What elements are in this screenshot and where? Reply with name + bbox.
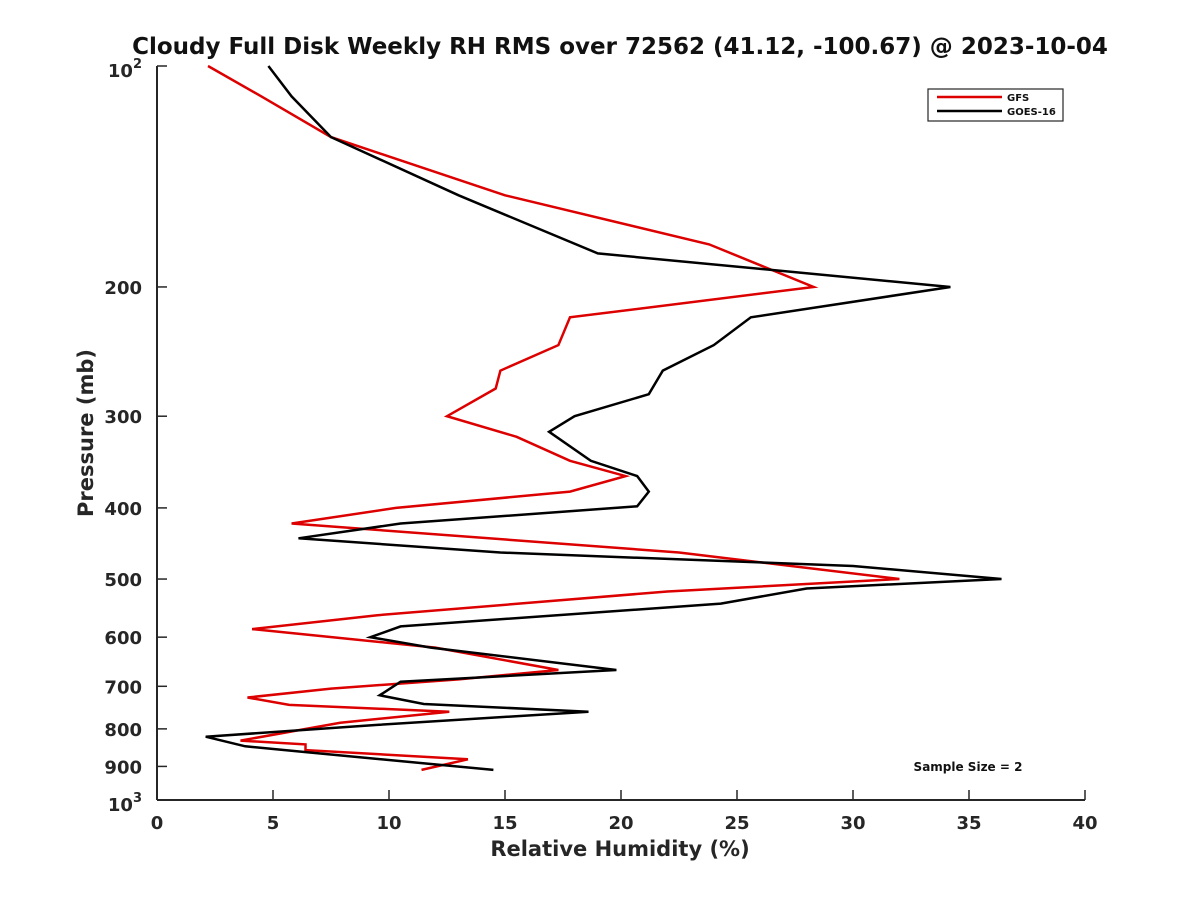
y-tick-label: 102	[108, 57, 142, 82]
y-tick-label: 300	[104, 407, 142, 428]
y-tick-label: 900	[104, 757, 142, 778]
chart-title: Cloudy Full Disk Weekly RH RMS over 7256…	[132, 34, 1108, 60]
legend-label-goes16: GOES-16	[1007, 107, 1056, 118]
x-tick-label: 15	[492, 813, 517, 834]
series-line-gfs	[207, 64, 900, 772]
x-tick-label: 0	[151, 813, 164, 834]
x-tick-label: 20	[608, 813, 633, 834]
legend-box	[927, 88, 1064, 122]
y-tick-label: 400	[104, 499, 142, 520]
x-tick-label: 35	[956, 813, 981, 834]
y-tick-label: 103	[108, 791, 142, 816]
sample-size-annotation: Sample Size = 2	[914, 760, 1023, 774]
y-axis-label: Pressure (mb)	[74, 349, 98, 517]
y-tick-label: 600	[104, 628, 142, 649]
x-axis-label: Relative Humidity (%)	[490, 837, 749, 861]
legend: GFS GOES-16	[927, 88, 1064, 122]
series-layer	[205, 64, 1002, 772]
x-tick-label: 30	[840, 813, 865, 834]
x-tick-label: 10	[376, 813, 401, 834]
x-tick-label: 40	[1072, 813, 1097, 834]
y-tick-label: 700	[104, 677, 142, 698]
axes: 0 5 10 15 20 25 30 35 40 102 200 300 400 500 600 700 800…	[104, 57, 1097, 834]
y-tick-label: 500	[104, 570, 142, 591]
x-tick-label: 5	[267, 813, 280, 834]
x-tick-label: 25	[724, 813, 749, 834]
y-tick-label: 200	[104, 278, 142, 299]
series-line-goes-16	[205, 65, 1002, 772]
legend-label-gfs: GFS	[1007, 93, 1029, 104]
y-tick-label: 800	[104, 720, 142, 741]
